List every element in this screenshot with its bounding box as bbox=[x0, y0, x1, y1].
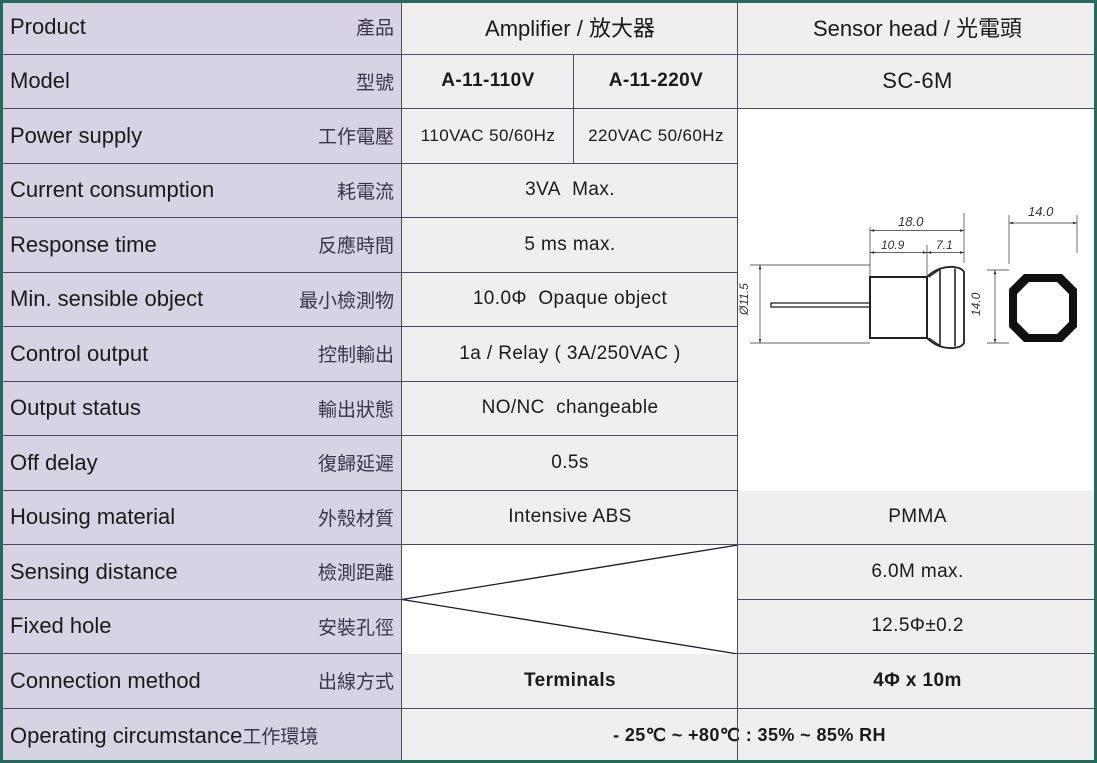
svg-text:14.0: 14.0 bbox=[1028, 204, 1054, 219]
svg-text:10.9: 10.9 bbox=[881, 238, 905, 252]
svg-text:18.0: 18.0 bbox=[898, 214, 924, 229]
svg-text:Ø11.5: Ø11.5 bbox=[738, 283, 751, 316]
svg-text:7.1: 7.1 bbox=[936, 238, 953, 252]
svg-text:14.0: 14.0 bbox=[969, 292, 983, 316]
